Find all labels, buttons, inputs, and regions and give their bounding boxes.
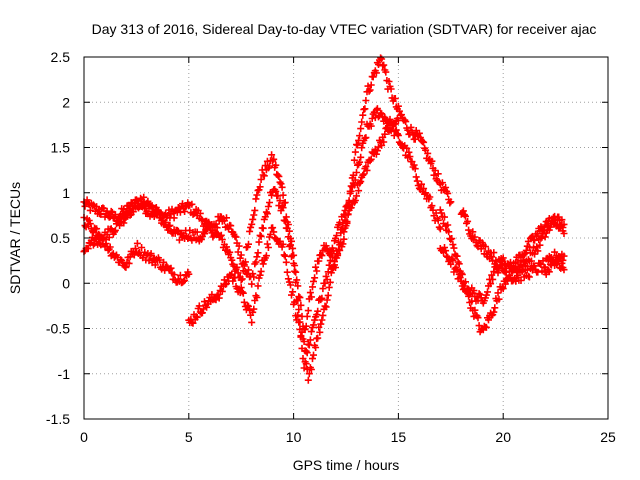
y-tick-label: -1.5: [46, 411, 70, 427]
y-tick-label: -0.5: [46, 321, 70, 337]
x-tick-label: 25: [600, 429, 616, 445]
series-track-3: [80, 233, 193, 287]
x-tick-label: 15: [391, 429, 407, 445]
x-axis-title: GPS time / hours: [293, 457, 400, 473]
y-axis-tick-labels: -1.5 -1 -0.5 0 0.5 1 1.5 2 2.5: [46, 49, 70, 427]
y-tick-label: 0.5: [51, 230, 71, 246]
x-tick-label: 5: [185, 429, 193, 445]
y-tick-label: 1.5: [51, 140, 71, 156]
series-track-8: [541, 254, 568, 278]
x-axis-tick-labels: 0 5 10 15 20 25: [80, 429, 616, 445]
series-track-2: [80, 105, 444, 372]
data-points: [80, 54, 568, 384]
chart-title: Day 313 of 2016, Sidereal Day-to-day VTE…: [92, 21, 597, 37]
x-tick-label: 10: [286, 429, 302, 445]
y-tick-label: -1: [58, 366, 71, 382]
axis-ticks: [83, 56, 609, 420]
y-tick-label: 0: [62, 275, 70, 291]
y-tick-label: 2.5: [51, 49, 71, 65]
x-tick-label: 0: [80, 429, 88, 445]
y-axis-title: SDTVAR / TECUs: [7, 182, 23, 294]
y-tick-label: 1: [62, 185, 70, 201]
x-tick-label: 20: [495, 429, 511, 445]
series-track-4: [185, 115, 402, 384]
y-tick-label: 2: [62, 94, 70, 110]
